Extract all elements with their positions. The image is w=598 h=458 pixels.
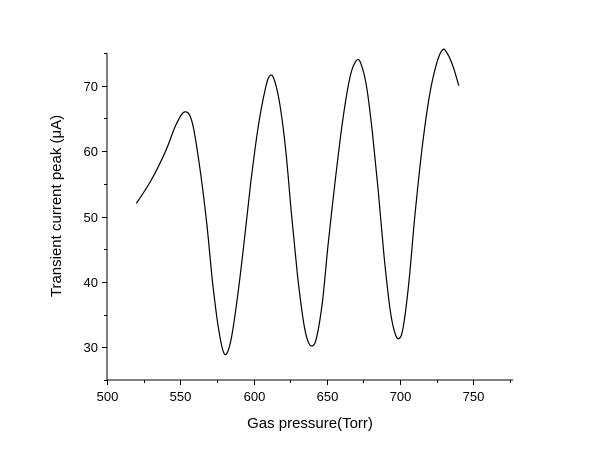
y-axis-title: Transient current peak (μA) [48,115,65,297]
y-tick-label: 30 [84,340,98,355]
x-axis-title: Gas pressure(Torr) [247,415,373,432]
x-tick-label: 700 [390,389,412,404]
x-tick-label: 600 [244,389,266,404]
plot-area [135,48,460,356]
x-axis: 500 550 600 650 700 750 [97,379,513,404]
x-tick-label: 550 [170,389,192,404]
x-tick-label: 750 [463,389,485,404]
y-axis: 30 40 50 60 70 [84,53,108,381]
y-tick-label: 60 [84,144,98,159]
x-tick-label: 500 [97,389,119,404]
y-tick-label: 40 [84,275,98,290]
x-tick-label: 650 [317,389,339,404]
y-tick-label: 50 [84,210,98,225]
y-tick-label: 70 [84,79,98,94]
series-line-0 [135,48,460,356]
